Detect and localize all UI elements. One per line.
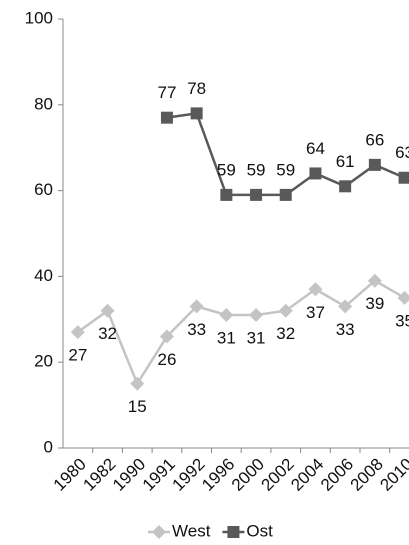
data-point — [160, 111, 173, 124]
data-point — [368, 158, 381, 171]
series-line — [77, 279, 406, 387]
data-point — [159, 329, 174, 344]
data-point — [279, 188, 292, 201]
y-tick-label: 80 — [34, 94, 53, 113]
data-point — [220, 188, 233, 201]
data-point — [367, 273, 382, 288]
data-point — [189, 299, 204, 314]
data-label: 59 — [247, 160, 266, 179]
data-point — [190, 107, 203, 120]
x-tick-label: 2010 — [376, 455, 409, 495]
y-tick-label: 40 — [34, 266, 53, 285]
legend-marker — [152, 525, 166, 539]
data-label: 66 — [365, 130, 384, 149]
y-tick-label: 20 — [34, 352, 53, 371]
x-tick-label: 2008 — [347, 455, 387, 495]
data-label: 59 — [217, 160, 236, 179]
data-point — [308, 282, 323, 297]
data-point — [219, 308, 234, 323]
data-label: 78 — [187, 79, 206, 98]
data-label: 33 — [187, 320, 206, 339]
data-label: 77 — [157, 83, 176, 102]
legend-label: Ost — [246, 521, 273, 540]
data-label: 32 — [276, 324, 295, 343]
data-point — [398, 171, 409, 184]
x-tick-label: 1992 — [168, 455, 208, 495]
data-label: 31 — [217, 328, 236, 347]
data-label: 35 — [395, 311, 409, 330]
data-point — [70, 325, 85, 340]
data-point — [100, 303, 115, 318]
y-tick-label: 100 — [25, 8, 53, 27]
data-label: 59 — [276, 160, 295, 179]
data-label: 33 — [336, 320, 355, 339]
data-label: 31 — [247, 328, 266, 347]
data-point — [338, 299, 353, 314]
data-point — [397, 290, 409, 305]
x-tick-label: 1980 — [50, 455, 90, 495]
data-label: 26 — [157, 350, 176, 369]
data-label: 61 — [336, 152, 355, 171]
x-tick-label: 1990 — [109, 455, 149, 495]
data-point — [249, 308, 264, 323]
data-point — [339, 180, 352, 193]
x-tick-label: 2000 — [228, 455, 268, 495]
x-tick-label: 2002 — [258, 455, 298, 495]
data-label: 37 — [306, 303, 325, 322]
data-label: 15 — [128, 397, 147, 416]
data-label: 63 — [395, 143, 409, 162]
data-point — [250, 188, 263, 201]
y-tick-label: 0 — [44, 437, 53, 456]
series-line — [166, 111, 406, 197]
x-tick-label: 1991 — [139, 455, 179, 495]
data-label: 64 — [306, 139, 325, 158]
x-tick-label: 1996 — [198, 455, 238, 495]
data-point — [278, 303, 293, 318]
data-label: 39 — [365, 294, 384, 313]
legend-marker — [227, 526, 240, 538]
y-tick-label: 60 — [34, 180, 53, 199]
data-point — [130, 376, 145, 391]
x-tick-label: 2006 — [317, 455, 357, 495]
x-tick-label: 2004 — [287, 455, 327, 495]
data-label: 27 — [68, 346, 87, 365]
data-point — [309, 167, 322, 180]
data-label: 32 — [98, 324, 117, 343]
legend-label: West — [172, 521, 211, 540]
x-tick-label: 1982 — [79, 455, 119, 495]
